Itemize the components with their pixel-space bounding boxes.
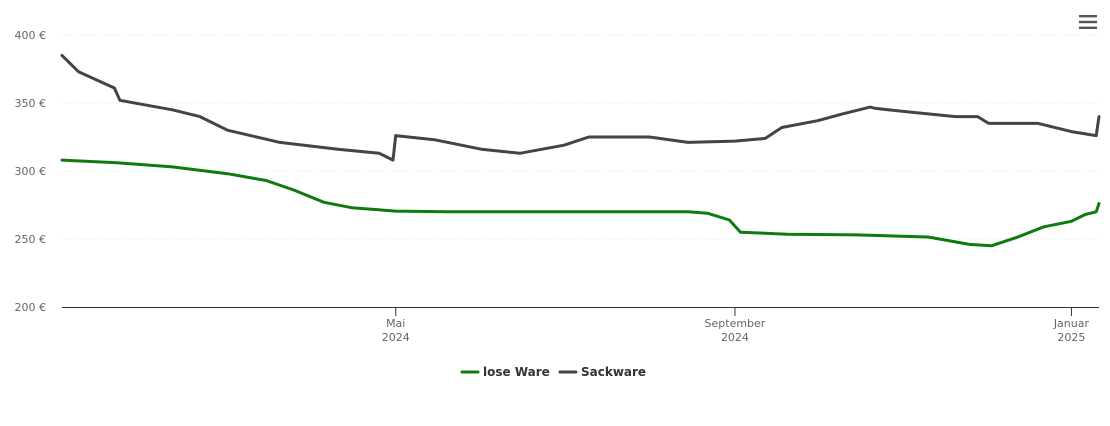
hamburger-menu-icon: [1079, 15, 1097, 29]
y-tick-label: 400 €: [15, 29, 47, 42]
x-tick-label-year: 2024: [721, 331, 749, 344]
x-tick-label-month: September: [705, 317, 766, 330]
chart-menu-button[interactable]: [1076, 12, 1100, 32]
series-line-lose-ware: [60, 158, 1101, 248]
legend-label-sackware: Sackware: [581, 365, 646, 379]
x-tick-label-month: Mai: [386, 317, 405, 330]
series-line-sackware: [60, 53, 1101, 162]
legend-label-lose-ware: lose Ware: [483, 365, 550, 379]
x-tick-label-month: Januar: [1053, 317, 1090, 330]
x-tick-label-year: 2024: [382, 331, 410, 344]
x-tick-label-year: 2025: [1057, 331, 1085, 344]
y-tick-label: 200 €: [15, 301, 47, 314]
y-tick-label: 300 €: [15, 165, 47, 178]
y-tick-label: 350 €: [15, 97, 47, 110]
y-tick-label: 250 €: [15, 233, 47, 246]
